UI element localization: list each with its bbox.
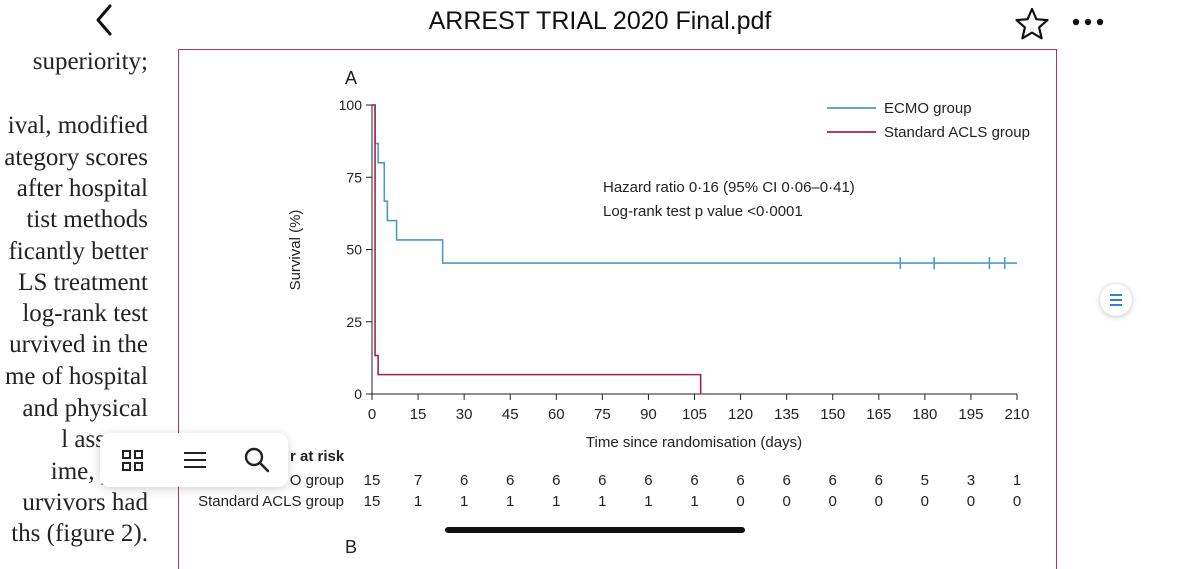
body-text-line: ficantly better bbox=[8, 238, 148, 265]
x-tick-label: 45 bbox=[502, 406, 519, 423]
at-risk-value: 0 bbox=[782, 493, 790, 510]
at-risk-value: 1 bbox=[552, 493, 560, 510]
top-bar: ARREST TRIAL 2020 Final.pdf bbox=[0, 0, 1200, 44]
at-risk-value: 5 bbox=[921, 472, 929, 489]
at-risk-title: r at risk bbox=[290, 448, 345, 465]
at-risk-value: 6 bbox=[552, 472, 560, 489]
x-tick-label: 210 bbox=[1004, 406, 1029, 423]
at-risk-value: 7 bbox=[414, 472, 422, 489]
more-button[interactable] bbox=[1070, 12, 1106, 32]
y-tick-label: 0 bbox=[354, 386, 362, 402]
at-risk-value: 6 bbox=[782, 472, 790, 489]
at-risk-value: 6 bbox=[736, 472, 744, 489]
body-text-line: urvivors had bbox=[22, 489, 148, 516]
chevron-left-icon bbox=[96, 4, 112, 36]
at-risk-row-label: O group bbox=[290, 472, 344, 489]
back-button[interactable] bbox=[90, 2, 120, 38]
body-text-line: superiority; bbox=[32, 48, 148, 75]
x-tick-label: 105 bbox=[682, 406, 707, 423]
body-text-line: ths (figure 2). bbox=[11, 520, 148, 547]
floating-toolbar bbox=[100, 433, 288, 487]
at-risk-value: 6 bbox=[644, 472, 652, 489]
body-text-line: after hospital bbox=[16, 175, 148, 202]
at-risk-row-label: Standard ACLS group bbox=[198, 493, 344, 510]
document-title: ARREST TRIAL 2020 Final.pdf bbox=[428, 7, 772, 35]
at-risk-value: 3 bbox=[967, 472, 975, 489]
at-risk-value: 1 bbox=[506, 493, 514, 510]
body-text-line: tist methods bbox=[26, 206, 148, 233]
at-risk-value: 6 bbox=[875, 472, 883, 489]
x-tick-label: 30 bbox=[456, 406, 473, 423]
home-indicator[interactable] bbox=[445, 527, 745, 533]
at-risk-value: 6 bbox=[460, 472, 468, 489]
series-line-acls bbox=[372, 104, 702, 394]
panel-label: A bbox=[345, 68, 357, 88]
at-risk-value: 0 bbox=[1013, 493, 1021, 510]
list-icon bbox=[184, 452, 206, 468]
at-risk-value: 0 bbox=[736, 493, 744, 510]
more-dots-icon bbox=[1072, 18, 1104, 26]
thumbnails-button[interactable] bbox=[116, 443, 150, 477]
search-icon bbox=[244, 447, 270, 473]
at-risk-value: 6 bbox=[598, 472, 606, 489]
y-tick-label: 25 bbox=[346, 314, 362, 330]
x-tick-label: 75 bbox=[594, 406, 611, 423]
outline-button[interactable] bbox=[1100, 284, 1132, 316]
favorite-button[interactable] bbox=[1014, 6, 1050, 42]
at-risk-value: 15 bbox=[364, 493, 381, 510]
y-axis-label: Survival (%) bbox=[287, 210, 304, 291]
at-risk-value: 0 bbox=[967, 493, 975, 510]
stats-annotation: Log-rank test p value <0·0001 bbox=[603, 203, 803, 220]
at-risk-value: 1 bbox=[644, 493, 652, 510]
at-risk-value: 15 bbox=[364, 472, 381, 489]
x-tick-label: 60 bbox=[548, 406, 565, 423]
body-text-line: ival, modified bbox=[7, 112, 148, 139]
legend-label: Standard ACLS group bbox=[884, 124, 1030, 141]
body-text-line: LS treatment bbox=[18, 269, 148, 296]
at-risk-value: 6 bbox=[690, 472, 698, 489]
at-risk-value: 0 bbox=[829, 493, 837, 510]
x-axis-label: Time since randomisation (days) bbox=[586, 434, 802, 451]
list-button[interactable] bbox=[178, 443, 212, 477]
x-tick-label: 0 bbox=[368, 406, 376, 423]
at-risk-value: 1 bbox=[598, 493, 606, 510]
star-icon bbox=[1015, 7, 1049, 40]
x-tick-label: 120 bbox=[728, 406, 753, 423]
grid-icon bbox=[122, 450, 143, 471]
y-tick-label: 75 bbox=[346, 169, 362, 185]
body-text-column: superiority; ival, modified ategory scores… bbox=[0, 44, 180, 554]
at-risk-value: 0 bbox=[875, 493, 883, 510]
body-text-line: ategory scores bbox=[4, 144, 148, 171]
body-text-line: urvived in the bbox=[9, 331, 148, 358]
at-risk-value: 6 bbox=[829, 472, 837, 489]
x-tick-label: 135 bbox=[774, 406, 799, 423]
at-risk-value: 1 bbox=[1013, 472, 1021, 489]
x-tick-label: 150 bbox=[820, 406, 845, 423]
stats-annotation: Hazard ratio 0·16 (95% CI 0·06–0·41) bbox=[603, 179, 855, 196]
at-risk-value: 1 bbox=[460, 493, 468, 510]
x-tick-label: 15 bbox=[410, 406, 427, 423]
x-tick-label: 195 bbox=[958, 406, 983, 423]
figure-frame bbox=[178, 49, 1057, 569]
x-tick-label: 180 bbox=[912, 406, 937, 423]
y-tick-label: 50 bbox=[346, 242, 362, 258]
at-risk-value: 1 bbox=[690, 493, 698, 510]
x-tick-label: 165 bbox=[866, 406, 891, 423]
at-risk-value: 6 bbox=[506, 472, 514, 489]
body-text-line: and physical bbox=[22, 395, 148, 422]
body-text-line: me of hospital bbox=[4, 363, 148, 390]
at-risk-value: 1 bbox=[414, 493, 422, 510]
search-button[interactable] bbox=[240, 443, 274, 477]
legend-label: ECMO group bbox=[884, 100, 972, 117]
at-risk-value: 0 bbox=[921, 493, 929, 510]
y-tick-label: 100 bbox=[339, 97, 363, 113]
x-tick-label: 90 bbox=[640, 406, 657, 423]
panel-label: B bbox=[345, 537, 357, 554]
outline-icon bbox=[1110, 294, 1122, 306]
body-text-line: log-rank test bbox=[22, 300, 148, 327]
